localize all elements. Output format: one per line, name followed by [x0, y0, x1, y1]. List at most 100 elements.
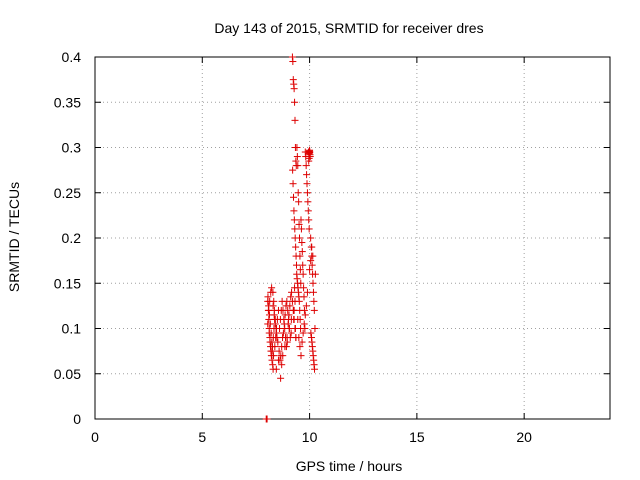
data-point — [269, 302, 277, 310]
chart-title: Day 143 of 2015, SRMTID for receiver dre… — [214, 20, 483, 36]
data-point — [294, 315, 302, 323]
data-point — [296, 343, 304, 351]
data-point — [289, 166, 297, 174]
data-point — [275, 347, 283, 355]
y-tick-label: 0.35 — [54, 94, 81, 110]
data-point — [290, 216, 298, 224]
data-point — [266, 338, 274, 346]
data-point — [302, 162, 310, 170]
data-point — [289, 58, 297, 66]
data-point — [285, 325, 293, 332]
data-point — [288, 288, 296, 296]
x-tick-label: 5 — [198, 429, 206, 445]
data-point — [291, 325, 299, 332]
data-point — [268, 356, 276, 364]
data-point — [300, 306, 308, 314]
data-point — [304, 198, 312, 206]
y-tick-label: 0.25 — [54, 185, 81, 201]
data-point — [305, 225, 313, 233]
data-point — [301, 311, 309, 319]
data-point — [296, 252, 304, 260]
data-point — [272, 334, 280, 342]
x-tick-label: 15 — [409, 429, 425, 445]
data-point — [297, 279, 305, 287]
data-point — [309, 279, 317, 287]
data-point — [279, 352, 287, 360]
data-point — [291, 284, 299, 292]
data-point — [306, 153, 314, 161]
data-point — [299, 261, 307, 269]
data-point — [290, 306, 298, 314]
data-point — [303, 180, 311, 188]
data-point — [295, 234, 303, 242]
data-point — [304, 207, 312, 215]
x-tick-label: 0 — [91, 429, 99, 445]
data-point — [300, 284, 308, 292]
data-point — [311, 325, 319, 332]
data-point — [291, 98, 299, 106]
data-point — [300, 293, 308, 301]
data-point — [307, 234, 315, 242]
data-point — [293, 144, 301, 151]
x-axis-label: GPS time / hours — [296, 458, 403, 474]
data-point — [289, 193, 297, 201]
data-point — [290, 207, 298, 215]
data-point — [291, 116, 299, 124]
data-point — [271, 320, 279, 328]
data-point — [311, 365, 319, 373]
data-point — [292, 261, 300, 269]
data-point — [295, 198, 303, 206]
x-tick-label: 20 — [516, 429, 532, 445]
data-point — [285, 311, 293, 319]
data-point — [295, 334, 303, 342]
data-point — [291, 225, 299, 233]
data-point — [298, 239, 306, 247]
data-point — [274, 338, 282, 346]
data-point — [303, 288, 311, 296]
data-point — [272, 329, 280, 337]
data-point — [311, 270, 319, 278]
data-point — [293, 153, 301, 161]
data-point — [303, 171, 311, 179]
data-point — [269, 288, 277, 296]
data-point — [298, 248, 306, 256]
data-point — [297, 352, 305, 360]
data-point — [289, 180, 297, 188]
data-point — [308, 261, 316, 269]
data-point — [274, 356, 282, 364]
data-point — [295, 220, 303, 228]
data-point — [264, 293, 272, 301]
data-point — [278, 361, 286, 369]
data-point — [281, 343, 289, 351]
x-tick-label: 10 — [302, 429, 318, 445]
data-point — [283, 334, 291, 342]
data-point — [270, 352, 278, 360]
y-tick-label: 0.1 — [62, 321, 82, 337]
data-point — [270, 297, 278, 305]
axis-ticks: 0 5 10 15 20 0 0.05 0.1 0.15 0.2 0.25 0.3 0.35 0.4 — [54, 49, 610, 445]
data-point — [297, 216, 305, 224]
data-point — [309, 252, 317, 260]
data-point — [286, 302, 294, 310]
data-point — [300, 320, 308, 328]
data-point — [271, 343, 279, 351]
y-tick-label: 0.2 — [62, 230, 82, 246]
y-tick-label: 0.4 — [62, 49, 82, 65]
data-point — [309, 288, 317, 296]
data-point — [305, 157, 313, 165]
y-axis-label: SRMTID / TECUs — [6, 182, 22, 292]
data-point — [264, 320, 272, 328]
y-tick-label: 0.15 — [54, 275, 81, 291]
data-point — [297, 225, 305, 233]
y-tick-label: 0 — [73, 411, 81, 427]
data-point — [284, 320, 292, 328]
data-point — [305, 216, 313, 224]
data-point — [302, 302, 310, 310]
data-point — [268, 347, 276, 355]
data-point — [287, 293, 295, 301]
data-point — [307, 257, 315, 265]
y-tick-label: 0.05 — [54, 366, 81, 382]
data-point — [303, 189, 311, 197]
